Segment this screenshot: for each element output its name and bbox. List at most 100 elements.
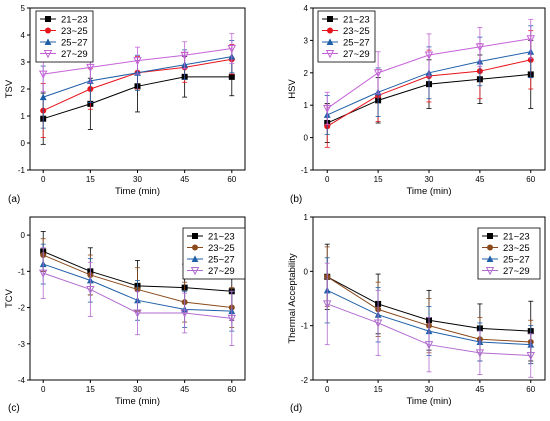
x-tick-label: 30: [133, 175, 142, 184]
legend-marker: [45, 16, 51, 22]
x-tick-label: 0: [325, 175, 330, 184]
data-point: [228, 73, 235, 80]
x-axis-title: Time (min): [115, 186, 160, 197]
y-tick-label: 0: [21, 231, 26, 240]
x-tick-label: 45: [475, 175, 484, 184]
chart-panel-2: 0 15 30 45 60 -1 0 1 2 3 4 Time (min) HSV (b) 21~2323~…: [287, 4, 546, 205]
y-tick-label: -1: [18, 166, 26, 175]
legend-label: 23~25: [503, 243, 530, 254]
data-point: [526, 35, 535, 44]
legend-label: 21~23: [503, 232, 530, 243]
x-tick-label: 15: [86, 385, 95, 394]
y-tick-label: -2: [18, 304, 26, 313]
y-tick-label: 2: [304, 69, 309, 78]
legend-label: 21~23: [61, 15, 88, 26]
x-tick-label: 0: [41, 175, 46, 184]
y-tick-label: 0: [21, 139, 26, 148]
series-4: [38, 247, 237, 346]
y-tick-label: 3: [304, 36, 309, 45]
x-tick-label: 60: [227, 175, 236, 184]
legend-marker: [487, 233, 493, 239]
legend-label: 23~25: [208, 243, 235, 254]
x-tick-label: 45: [180, 385, 189, 394]
x-tick-label: 15: [86, 175, 95, 184]
data-point: [39, 93, 47, 101]
data-point: [424, 51, 434, 60]
y-tick-label: 2: [21, 85, 26, 94]
x-tick-label: 45: [180, 175, 189, 184]
series-4: [323, 262, 535, 378]
y-tick-label: 4: [21, 31, 26, 40]
legend-label: 21~23: [343, 15, 370, 26]
data-point: [526, 352, 535, 361]
data-point: [323, 300, 332, 309]
data-point: [424, 341, 434, 350]
y-tick-label: -4: [18, 376, 26, 385]
legend-label: 25~27: [208, 255, 235, 266]
legend-marker: [327, 16, 333, 22]
y-tick-label: -1: [18, 267, 26, 276]
legend-marker: [45, 27, 51, 34]
legend-label: 25~27: [343, 38, 370, 49]
y-tick-label: 1: [21, 112, 26, 121]
legend-label: 27~29: [61, 49, 88, 60]
data-point: [180, 51, 189, 60]
data-point: [373, 69, 383, 78]
legend-marker: [327, 27, 333, 34]
data-point: [323, 104, 332, 114]
data-point: [133, 309, 142, 318]
panel-label: (b): [290, 194, 302, 205]
y-tick-label: 1: [304, 213, 309, 222]
legend-marker: [192, 244, 198, 251]
legend-label: 23~25: [61, 26, 88, 37]
x-tick-label: 30: [133, 385, 142, 394]
x-tick-label: 15: [374, 385, 383, 394]
legend-marker: [486, 255, 494, 262]
panel-label: (c): [8, 403, 20, 414]
data-point: [133, 57, 142, 66]
legend-marker: [191, 255, 199, 262]
legend-label: 23~25: [343, 26, 370, 37]
x-axis-title: Time (min): [406, 186, 451, 197]
y-tick-label: 0: [304, 134, 309, 143]
y-axis-title: HSV: [287, 79, 298, 99]
y-tick-label: 0: [304, 267, 309, 276]
x-tick-label: 0: [325, 385, 330, 394]
data-point: [475, 349, 485, 358]
panel-label: (a): [8, 194, 20, 205]
y-axis-title: TCV: [4, 288, 15, 308]
x-tick-label: 60: [526, 385, 535, 394]
legend-marker: [326, 38, 334, 45]
y-tick-label: -2: [301, 376, 309, 385]
x-tick-label: 60: [526, 175, 535, 184]
x-tick-label: 45: [475, 385, 484, 394]
legend-marker: [325, 50, 335, 59]
data-point: [227, 314, 237, 324]
series-4: [323, 18, 535, 126]
legend-label: 27~29: [208, 266, 235, 277]
x-tick-label: 15: [374, 175, 383, 184]
x-tick-label: 60: [227, 385, 236, 394]
y-tick-label: -1: [301, 166, 309, 175]
legend-marker: [43, 50, 53, 59]
y-axis-title: Thermal Acceptability: [287, 253, 298, 344]
series-4: [38, 33, 237, 93]
legend-marker: [487, 244, 493, 251]
data-point: [86, 63, 95, 73]
data-point: [475, 43, 485, 52]
x-tick-label: 0: [41, 385, 46, 394]
y-tick-label: 3: [21, 58, 26, 67]
legend-label: 27~29: [503, 266, 530, 277]
y-tick-label: -1: [301, 322, 309, 331]
data-point: [38, 269, 48, 278]
y-axis-title: TSV: [4, 79, 15, 98]
x-axis-title: Time (min): [115, 396, 160, 407]
data-point: [227, 45, 237, 54]
legend-label: 21~23: [208, 232, 235, 243]
